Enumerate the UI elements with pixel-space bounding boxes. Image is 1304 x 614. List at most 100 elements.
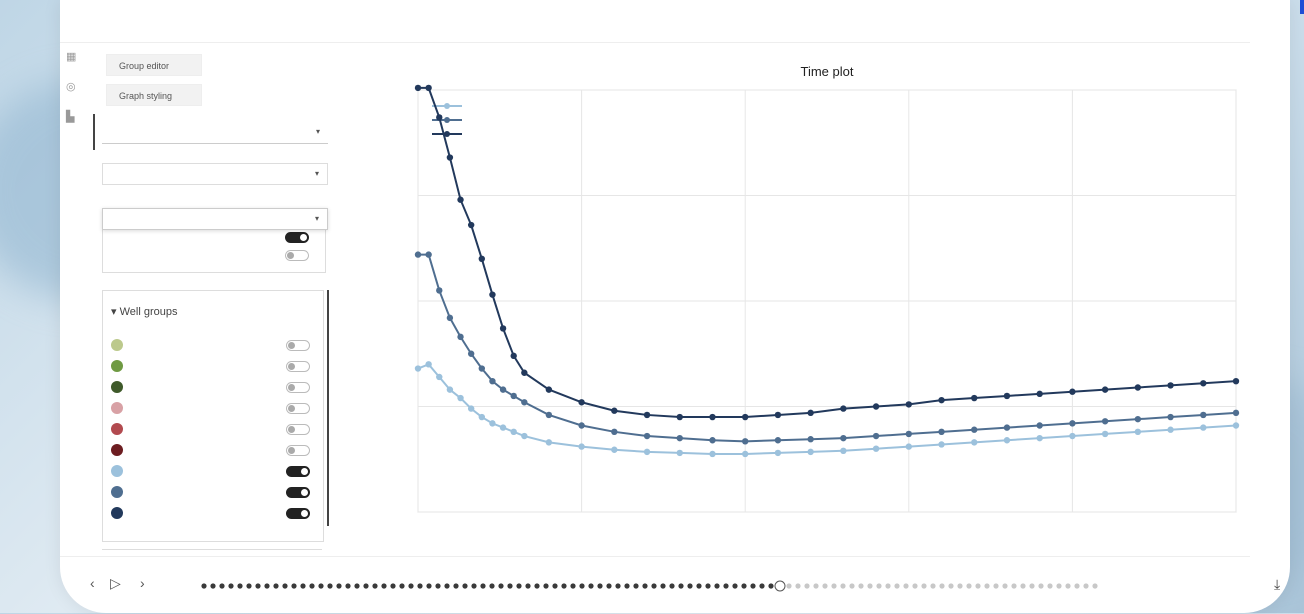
timeline-step[interactable] [1029, 583, 1035, 589]
timeline-step[interactable] [525, 583, 531, 589]
timeline-step[interactable] [435, 583, 441, 589]
group-toggle[interactable] [286, 508, 310, 519]
timeline-step[interactable] [309, 583, 315, 589]
target-icon[interactable]: ◎ [66, 81, 76, 93]
timeline-step[interactable] [741, 583, 747, 589]
group-toggle[interactable] [286, 340, 310, 351]
timeline-step[interactable] [1083, 583, 1089, 589]
timeline-step[interactable] [624, 583, 630, 589]
timeline-step[interactable] [957, 583, 963, 589]
timeline-step[interactable] [534, 583, 540, 589]
timeline-step[interactable] [876, 583, 882, 589]
timeline-step[interactable] [813, 583, 819, 589]
timeline-step[interactable] [273, 583, 279, 589]
timeline-step[interactable] [732, 583, 738, 589]
timeline-step[interactable] [561, 583, 567, 589]
next-button[interactable]: › [140, 575, 145, 591]
timeline-step[interactable] [660, 583, 666, 589]
timeline-step[interactable] [714, 583, 720, 589]
timeline-step[interactable] [1047, 583, 1053, 589]
timeline-step[interactable] [885, 583, 891, 589]
timeline-step[interactable] [930, 583, 936, 589]
timeline-step[interactable] [318, 583, 324, 589]
timeline-step[interactable] [228, 583, 234, 589]
mini-toggle-1[interactable] [285, 232, 309, 243]
group-toggle[interactable] [286, 361, 310, 372]
timeline-step[interactable] [903, 583, 909, 589]
timeline-step[interactable] [984, 583, 990, 589]
timeline-step[interactable] [750, 583, 756, 589]
group-toggle[interactable] [286, 445, 310, 456]
timeline-step[interactable] [282, 583, 288, 589]
graph-styling-button[interactable]: Graph styling [106, 84, 202, 106]
x-axis-select[interactable]: ▾ [102, 163, 328, 185]
timeline-step[interactable] [759, 583, 765, 589]
timeline-step[interactable] [327, 583, 333, 589]
timeline-step[interactable] [498, 583, 504, 589]
timeline-step[interactable] [264, 583, 270, 589]
timeline-step[interactable] [237, 583, 243, 589]
timeline-step[interactable] [939, 583, 945, 589]
timeline-step[interactable] [768, 583, 774, 589]
group-toggle[interactable] [286, 466, 310, 477]
chart-icon[interactable]: ▙ [66, 111, 75, 123]
timeline-step[interactable] [1056, 583, 1062, 589]
timeline-step[interactable] [669, 583, 675, 589]
timeline-step[interactable] [975, 583, 981, 589]
timeline-step[interactable] [588, 583, 594, 589]
timeline-step[interactable] [774, 580, 786, 592]
timeline-step[interactable] [696, 583, 702, 589]
group-editor-button[interactable]: Group editor [106, 54, 202, 76]
timeline-step[interactable] [426, 583, 432, 589]
timeline-step[interactable] [381, 583, 387, 589]
timeline-step[interactable] [858, 583, 864, 589]
timeline-step[interactable] [516, 583, 522, 589]
timeline-slider[interactable] [200, 577, 1120, 597]
download-icon[interactable]: ⤓ [1274, 576, 1281, 592]
timeline-step[interactable] [867, 583, 873, 589]
timeline-step[interactable] [1092, 583, 1098, 589]
timeline-step[interactable] [1074, 583, 1080, 589]
timeline-step[interactable] [993, 583, 999, 589]
mini-toggle-2[interactable] [285, 250, 309, 261]
timeline-step[interactable] [408, 583, 414, 589]
timeline-step[interactable] [255, 583, 261, 589]
timeline-step[interactable] [831, 583, 837, 589]
well-groups-title[interactable]: ▾ Well groups [111, 306, 178, 318]
timeline-step[interactable] [201, 583, 207, 589]
timeline-step[interactable] [390, 583, 396, 589]
timeline-step[interactable] [615, 583, 621, 589]
timeline-step[interactable] [399, 583, 405, 589]
timeline-step[interactable] [246, 583, 252, 589]
timeline-step[interactable] [840, 583, 846, 589]
timeline-step[interactable] [1020, 583, 1026, 589]
timeline-step[interactable] [336, 583, 342, 589]
group-toggle[interactable] [286, 424, 310, 435]
timeline-step[interactable] [1011, 583, 1017, 589]
timeline-step[interactable] [786, 583, 792, 589]
timeline-step[interactable] [291, 583, 297, 589]
timeline-step[interactable] [912, 583, 918, 589]
timeline-step[interactable] [705, 583, 711, 589]
timeline-step[interactable] [507, 583, 513, 589]
timeline-step[interactable] [219, 583, 225, 589]
timeline-step[interactable] [489, 583, 495, 589]
timeline-step[interactable] [894, 583, 900, 589]
timeline-step[interactable] [642, 583, 648, 589]
diagram-select[interactable]: ▾ [102, 122, 328, 144]
timeline-step[interactable] [804, 583, 810, 589]
panel-scrollbar[interactable] [327, 290, 329, 526]
timeline-step[interactable] [462, 583, 468, 589]
timeline-step[interactable] [1038, 583, 1044, 589]
timeline-step[interactable] [480, 583, 486, 589]
play-button[interactable]: ▷ [110, 575, 121, 591]
timeline-step[interactable] [795, 583, 801, 589]
timeline-step[interactable] [597, 583, 603, 589]
timeline-step[interactable] [1002, 583, 1008, 589]
timeline-step[interactable] [363, 583, 369, 589]
timeline-step[interactable] [579, 583, 585, 589]
timeline-step[interactable] [570, 583, 576, 589]
grid-icon[interactable]: ▦ [66, 51, 77, 63]
timeline-step[interactable] [471, 583, 477, 589]
timeline-step[interactable] [345, 583, 351, 589]
